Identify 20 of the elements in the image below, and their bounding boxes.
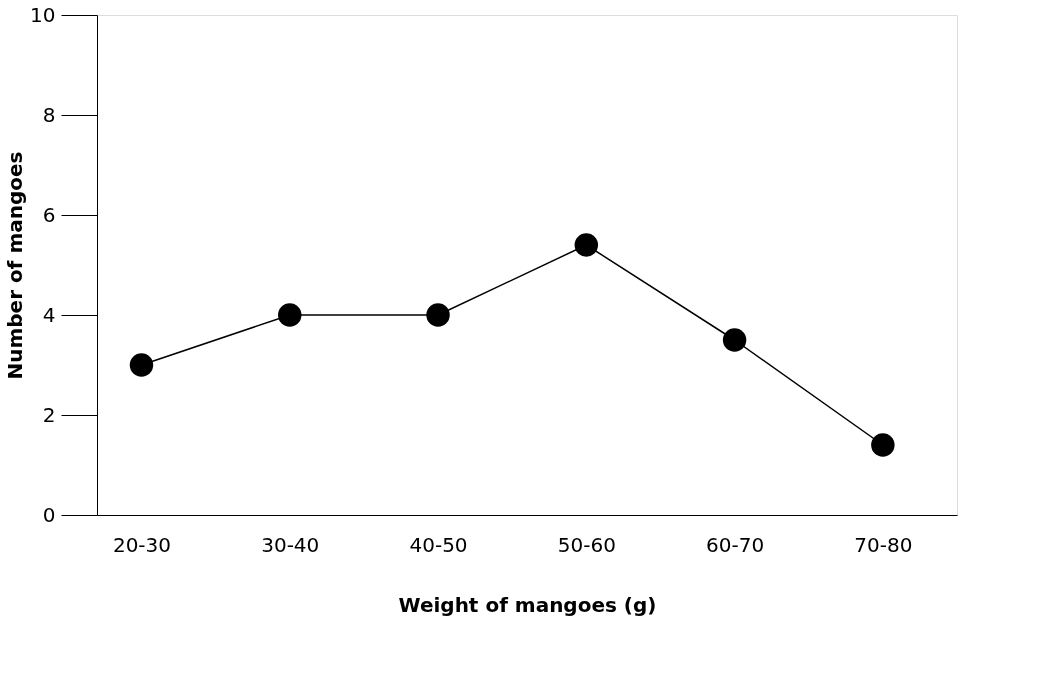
x-tick-label: 20-30 xyxy=(112,532,172,557)
point xyxy=(426,303,450,327)
x-tick-label: 60-70 xyxy=(706,532,765,557)
x-tick-label: 30-40 xyxy=(261,532,320,557)
point xyxy=(722,328,747,352)
point xyxy=(129,353,154,377)
y-axis-title: Number of mangoes xyxy=(3,151,28,380)
x-axis-title: Weight of mangoes (g) xyxy=(398,592,657,617)
y-tick-label: 0 xyxy=(42,502,56,527)
point xyxy=(278,303,302,327)
y-tick-label: 6 xyxy=(42,202,56,227)
point xyxy=(574,233,599,257)
x-tick-label: 70-80 xyxy=(854,532,913,557)
point xyxy=(871,433,895,457)
y-tick-label: 4 xyxy=(42,302,56,327)
x-tick-label: 50-60 xyxy=(557,532,616,557)
y-tick-label: 10 xyxy=(30,2,56,27)
y-tick-label: 8 xyxy=(42,102,56,127)
y-tick-label: 2 xyxy=(42,402,56,427)
x-tick-label: 40-50 xyxy=(409,532,468,557)
